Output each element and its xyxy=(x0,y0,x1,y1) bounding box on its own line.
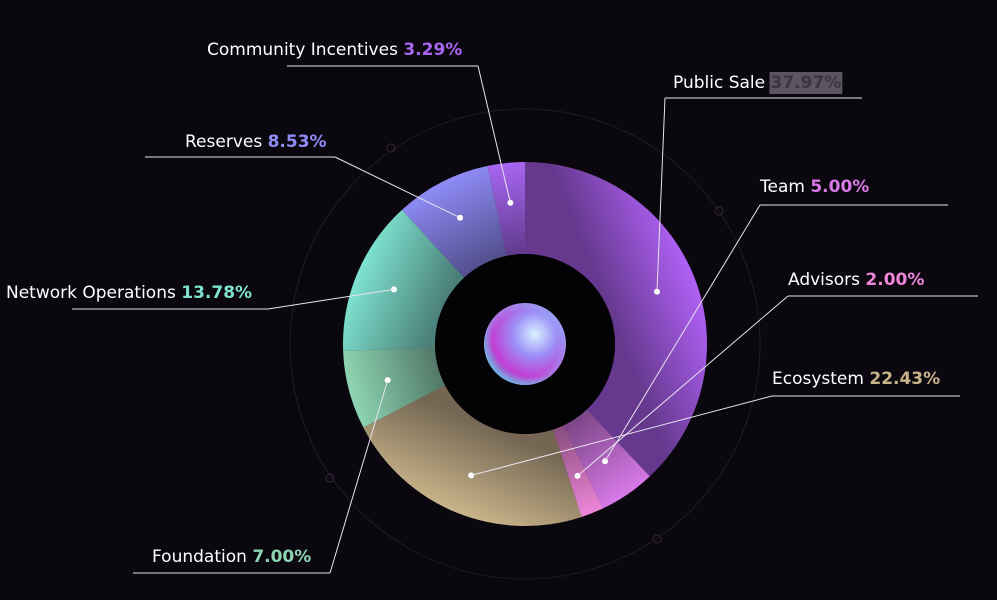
orbit-dot xyxy=(325,473,335,483)
slice-community-incentives[interactable] xyxy=(487,162,525,256)
data-label-value: 3.29% xyxy=(403,40,462,60)
leader-line xyxy=(477,65,511,203)
data-label-value: 2.00% xyxy=(865,270,924,290)
orbit-dot xyxy=(652,534,662,544)
orbit-dot xyxy=(714,206,724,216)
leader-line xyxy=(577,295,789,477)
slice-network-operations[interactable] xyxy=(343,209,465,351)
data-label-name: Network Operations xyxy=(6,283,181,303)
data-label-name: Advisors xyxy=(788,270,865,290)
data-label: Public Sale 37.97% xyxy=(673,73,841,93)
data-label-value: 37.97% xyxy=(771,73,842,93)
leader-line xyxy=(656,97,666,292)
data-label-name: Community Incentives xyxy=(207,40,403,60)
leader-line xyxy=(329,380,389,574)
data-label: Ecosystem 22.43% xyxy=(772,369,940,389)
leader-line xyxy=(471,395,773,476)
leader-line xyxy=(604,204,761,462)
data-labels: Public Sale 37.97% Team 5.00% Advisors 2.0… xyxy=(6,40,940,567)
slice-ecosystem[interactable] xyxy=(363,385,582,526)
leader-dot xyxy=(507,199,514,206)
data-label: Reserves 8.53% xyxy=(185,132,327,152)
leader-line xyxy=(334,156,461,219)
orbit-dot xyxy=(386,143,396,153)
data-label-value: 22.43% xyxy=(869,369,940,389)
leader-lines xyxy=(72,65,978,574)
data-label-name: Team xyxy=(759,177,810,197)
slice-advisors[interactable] xyxy=(552,425,603,517)
data-label: Advisors 2.00% xyxy=(788,270,924,290)
leader-line xyxy=(267,288,395,310)
data-label: Network Operations 13.78% xyxy=(6,283,252,303)
value-highlight xyxy=(769,72,843,94)
center-orb-glow xyxy=(484,303,566,385)
data-label: Team 5.00% xyxy=(759,177,869,197)
data-label-name: Ecosystem xyxy=(772,369,869,389)
donut-slices xyxy=(343,162,708,526)
slice-public-sale[interactable] xyxy=(525,162,708,477)
data-label-value: 8.53% xyxy=(268,132,327,152)
data-label-value: 7.00% xyxy=(252,547,311,567)
data-label-value: 13.78% xyxy=(181,283,252,303)
data-label-name: Reserves xyxy=(185,132,268,152)
data-label: Community Incentives 3.29% xyxy=(207,40,462,60)
slice-reserves[interactable] xyxy=(401,165,507,278)
data-label-name: Foundation xyxy=(152,547,252,567)
outer-orbit-ring xyxy=(289,108,761,580)
slice-foundation[interactable] xyxy=(343,347,446,428)
data-label-name: Public Sale xyxy=(673,73,771,93)
data-label-value: 5.00% xyxy=(810,177,869,197)
data-label: Foundation 7.00% xyxy=(152,547,311,567)
